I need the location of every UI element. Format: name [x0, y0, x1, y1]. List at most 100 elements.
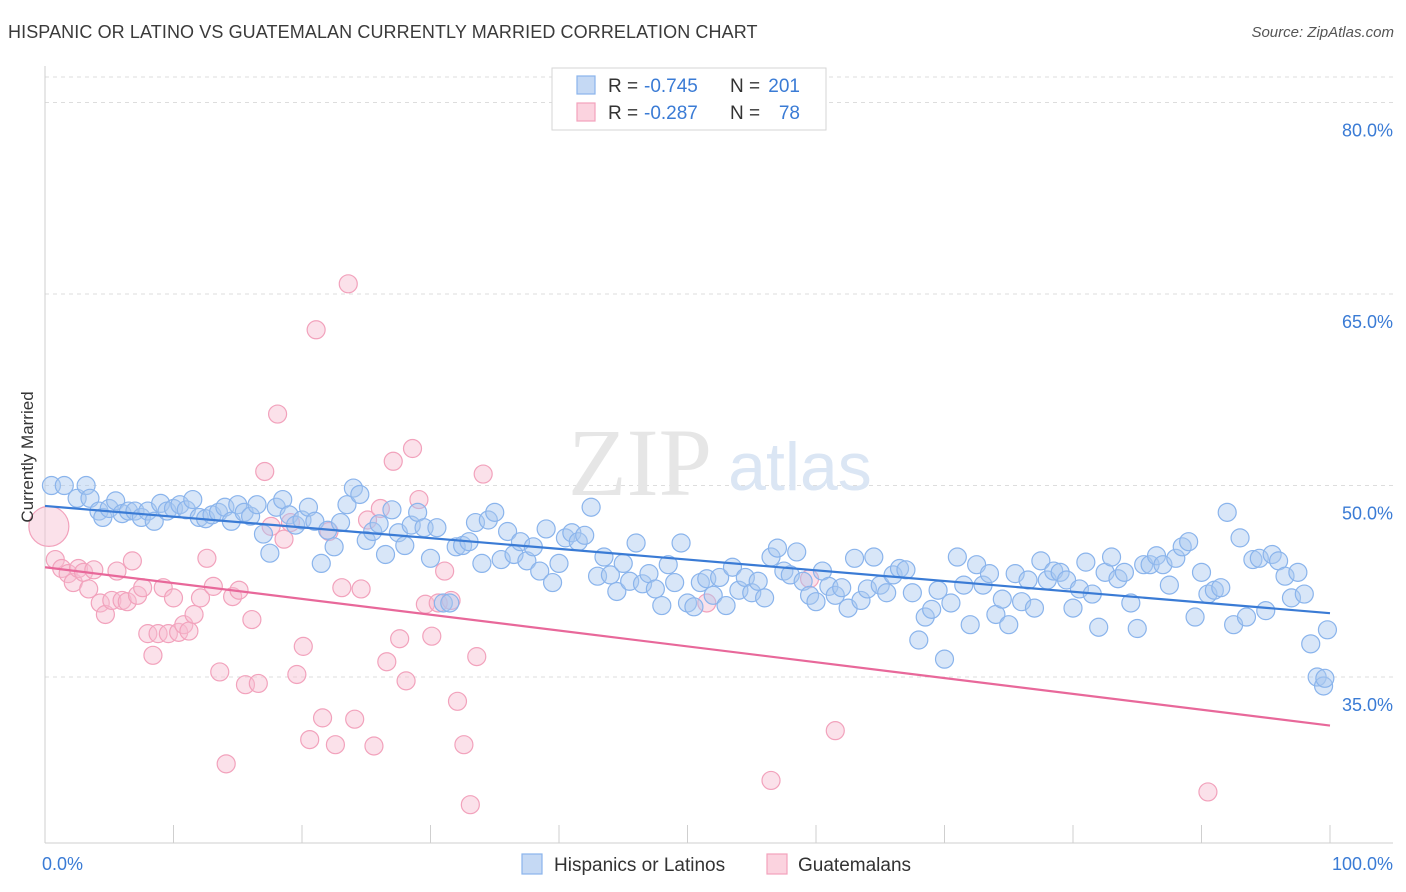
- legend-swatch-pink: [576, 102, 596, 122]
- guatemalans-point: [325, 735, 346, 755]
- guatemalans-point: [174, 615, 194, 635]
- hispanics-point: [1018, 570, 1038, 590]
- hispanics-point: [536, 519, 556, 539]
- hispanics-point: [144, 511, 164, 531]
- guatemalans-point: [255, 461, 275, 482]
- guatemalans-point: [300, 729, 320, 750]
- watermark: ZIP atlas: [568, 409, 872, 516]
- hispanics-point: [330, 512, 351, 533]
- guatemalans-point: [197, 548, 217, 568]
- guatemalans-point: [90, 593, 110, 613]
- hispanics-point: [1179, 532, 1199, 552]
- hispanics-point: [902, 583, 922, 603]
- hispanics-point: [915, 607, 935, 627]
- series-legend-label-hispanics: Hispanics or Latinos: [554, 855, 725, 876]
- legend-n-label-2: N =: [730, 103, 765, 124]
- hispanics-point: [632, 574, 653, 594]
- hispanics-point: [395, 535, 415, 556]
- hispanics-point: [947, 547, 967, 567]
- hispanics-point: [183, 489, 203, 510]
- guatemalans-trend-line: [44, 566, 1331, 727]
- guatemalans-point: [84, 560, 104, 580]
- hispanics-point: [1114, 562, 1135, 582]
- hispanics-point: [337, 495, 357, 515]
- hispanics-point: [742, 583, 762, 603]
- legend-n-label-1: N =: [730, 76, 765, 97]
- guatemalans-point: [377, 652, 397, 672]
- hispanics-point: [498, 521, 518, 542]
- guatemalans-point: [102, 590, 122, 611]
- hispanics-point: [992, 589, 1012, 609]
- hispanics-point: [517, 551, 537, 571]
- hispanics-point: [607, 581, 627, 602]
- guatemalans-point: [133, 578, 153, 598]
- guatemalans-point: [338, 274, 358, 294]
- hispanics-point: [857, 579, 878, 599]
- hispanics-point: [1313, 676, 1334, 696]
- hispanics-point: [1191, 562, 1212, 582]
- hispanics-point: [279, 505, 299, 525]
- guatemalans-point: [163, 588, 184, 608]
- hispanics-point: [684, 597, 704, 617]
- hispanics-point: [581, 497, 601, 517]
- hispanics-point: [247, 495, 267, 515]
- guatemalans-point: [293, 636, 313, 656]
- x-tick-labels: 0.0% 100.0%: [42, 854, 1393, 874]
- guatemalans-point: [95, 604, 115, 625]
- hispanics-point: [864, 547, 884, 567]
- guatemalans-point: [345, 709, 365, 729]
- guatemalans-point: [332, 578, 352, 598]
- hispanics-point: [896, 560, 916, 580]
- hispanics-point: [594, 547, 614, 567]
- x-tick-label: 0.0%: [42, 854, 83, 874]
- hispanics-point: [1172, 537, 1192, 557]
- guatemalans-point: [1198, 782, 1218, 802]
- series-legend: Hispanics or Latinos Guatemalans: [521, 853, 911, 876]
- hispanics-point: [382, 500, 402, 520]
- guatemalans-point: [357, 510, 378, 530]
- hispanics-point: [1185, 607, 1205, 627]
- hispanics-point: [298, 497, 319, 517]
- guatemalans-point: [697, 593, 717, 613]
- hispanics-point: [440, 593, 460, 613]
- hispanics-point: [1256, 601, 1276, 621]
- hispanics-point: [941, 593, 961, 613]
- legend-swatch-blue: [576, 75, 596, 95]
- hispanics-points: [41, 475, 1338, 696]
- hispanics-point: [825, 585, 845, 605]
- x-tick-label: 100.0%: [1332, 854, 1393, 874]
- guatemalans-point: [184, 604, 204, 625]
- hispanics-point: [748, 571, 768, 591]
- y-tick-label: 35.0%: [1342, 695, 1393, 715]
- hispanics-point: [1076, 552, 1096, 572]
- hispanics-point: [754, 588, 775, 608]
- hispanics-point: [1301, 634, 1321, 654]
- guatemalans-point: [390, 629, 410, 649]
- hispanics-point: [1031, 551, 1051, 571]
- hispanics-point: [652, 595, 672, 616]
- guatemalans-point: [351, 579, 371, 599]
- legend-n-value-2: 78: [779, 103, 800, 124]
- hispanics-point: [1127, 618, 1147, 639]
- hispanics-point: [844, 548, 865, 568]
- hispanics-point: [710, 567, 730, 588]
- hispanics-point: [1024, 598, 1045, 618]
- hispanics-point: [1217, 502, 1237, 522]
- hispanics-point: [645, 579, 665, 599]
- hispanics-point: [530, 561, 550, 581]
- hispanics-point: [549, 553, 569, 574]
- hispanics-point: [954, 575, 974, 595]
- y-axis-label: Currently Married: [18, 391, 37, 522]
- hispanics-point: [99, 498, 119, 519]
- guatemalans-point: [454, 735, 474, 755]
- hispanics-point: [1166, 548, 1186, 568]
- guatemalans-point: [460, 795, 480, 815]
- hispanics-point: [542, 572, 563, 593]
- guatemalans-point: [122, 551, 142, 571]
- hispanics-point: [311, 553, 331, 574]
- hispanics-point: [485, 502, 505, 522]
- trend-lines: [44, 504, 1331, 727]
- guatemalans-point: [138, 624, 158, 644]
- hispanics-point: [446, 537, 466, 557]
- hispanics-trend-line: [44, 504, 1331, 615]
